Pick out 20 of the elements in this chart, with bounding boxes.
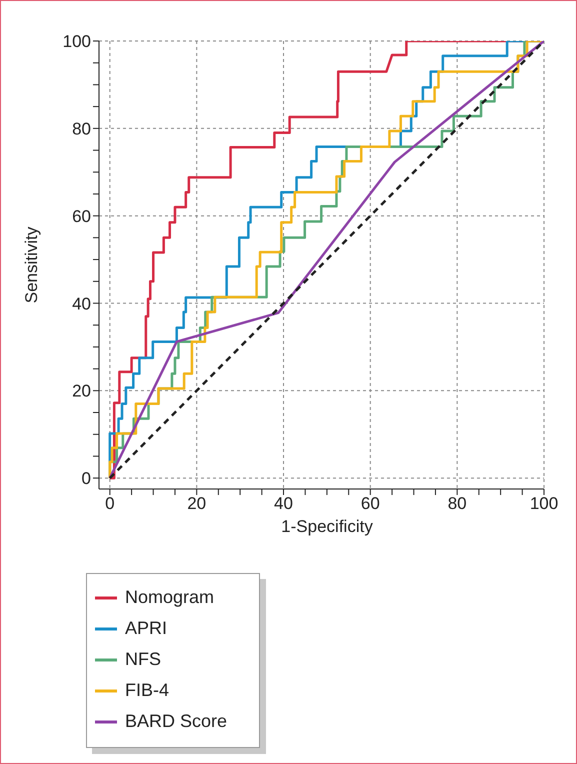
y-tick-label: 20 xyxy=(72,382,91,401)
x-axis-title: 1-Specificity xyxy=(280,517,374,537)
y-tick-label: 40 xyxy=(72,294,91,314)
y-tick-label: 0 xyxy=(82,469,91,488)
x-tick-label: 40 xyxy=(274,494,293,514)
x-tick-label: 60 xyxy=(360,494,380,514)
x-tick-label: 20 xyxy=(187,494,206,514)
y-tick-label: 80 xyxy=(72,119,91,138)
x-tick-label: 80 xyxy=(448,494,467,514)
legend-label: NFS xyxy=(125,649,161,670)
y-tick-label: 60 xyxy=(72,206,91,226)
legend-label: FIB-4 xyxy=(125,680,170,701)
legend-label: BARD Score xyxy=(125,711,228,732)
y-axis-title: Sensitivity xyxy=(22,226,42,304)
legend-label: Nomogram xyxy=(125,587,214,608)
y-tick-label: 100 xyxy=(62,32,91,52)
x-tick-label: 100 xyxy=(530,494,558,514)
legend-label: APRI xyxy=(125,618,168,639)
line-series xyxy=(108,41,544,480)
x-tick-label: 0 xyxy=(105,494,115,514)
